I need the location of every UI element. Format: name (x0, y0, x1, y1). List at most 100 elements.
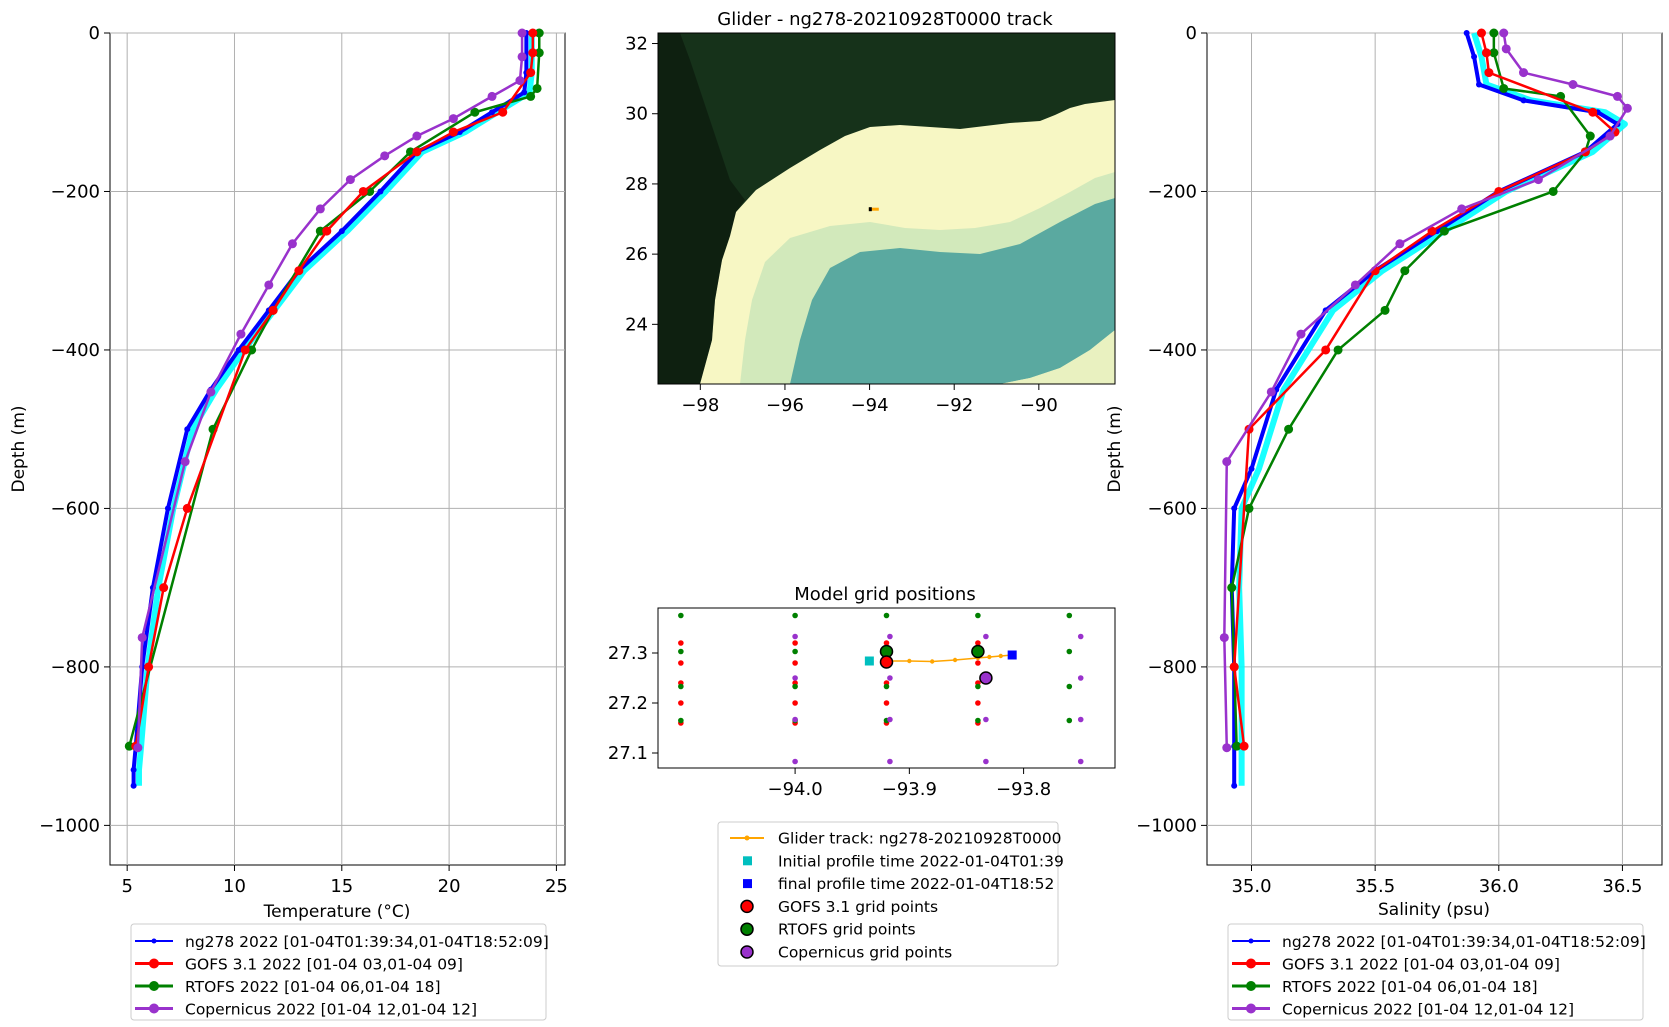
copernicus-grid-point (1077, 716, 1084, 723)
temperature-grid (110, 32, 565, 865)
copernicus-legend-marker (149, 1003, 159, 1014)
glider-point (164, 505, 171, 512)
copernicus-point (412, 131, 422, 141)
x-tick-label: 5 (121, 876, 132, 897)
copernicus-point (517, 28, 527, 38)
salinity-panel: 35.0 35.5 36.0 36.5 0 −200 −400 −600 −800 −1000 S… (1105, 23, 1663, 1021)
copernicus-point (1266, 387, 1276, 397)
y-tick-label: −600 (51, 498, 100, 519)
gofs-grid-point (678, 660, 684, 666)
copernicus-grid-point (1077, 758, 1084, 765)
rtofs-point (315, 226, 325, 236)
grid-x-tick-label: −93.9 (882, 779, 937, 800)
map-x-tick-label: −96 (766, 395, 804, 416)
grid-positions-points (678, 612, 1084, 765)
rtofs-grid-point (678, 683, 684, 690)
copernicus-point (1219, 633, 1229, 643)
gofs-point (528, 28, 538, 38)
copernicus-grid-point (983, 633, 989, 640)
copernicus-point (1622, 103, 1632, 113)
gofs-point (358, 186, 368, 196)
rtofs-point (532, 83, 542, 93)
rtofs-grid-point (975, 612, 981, 619)
copernicus-grid-point (1077, 675, 1084, 681)
copernicus-legend-marker (1246, 1003, 1256, 1014)
salinity-ticks: 35.0 35.5 36.0 36.5 0 −200 −400 −600 −800 −1000 (1136, 23, 1642, 897)
rtofs-grid-point (1066, 612, 1073, 619)
copernicus-point (133, 743, 143, 753)
gofs-grid-point (678, 640, 684, 646)
map-glider-start (868, 207, 872, 212)
map-y-tick-label: 28 (625, 174, 648, 195)
map-y-tick-label: 26 (625, 244, 648, 265)
rtofs-grid-point (678, 648, 684, 655)
copernicus-point (380, 151, 390, 161)
glider-point (184, 426, 191, 433)
rtofs-point (1244, 503, 1254, 513)
gofs-point (1481, 48, 1491, 58)
grid-positions-ticks: −94.0 −93.9 −93.8 27.1 27.2 27.3 (608, 643, 1051, 800)
y-tick-label: −800 (1148, 657, 1197, 678)
temperature-legend-items: ng278 2022 [01-04T01:39:34,01-04T18:52:0… (135, 933, 549, 1019)
gofs-point (294, 266, 304, 276)
copernicus-grid-point (887, 675, 893, 681)
gofs-point (1229, 662, 1239, 672)
glider-line (131, 33, 529, 786)
x-tick-label: 35.0 (1231, 876, 1271, 897)
initial-profile-marker (864, 656, 874, 666)
grid-positions-title: Model grid positions (794, 584, 975, 605)
rtofs-point (470, 107, 480, 117)
gofs-nearest-point (879, 655, 894, 669)
gofs-point (1427, 226, 1437, 236)
copernicus-point (1519, 68, 1529, 78)
map-deep-water (790, 198, 1115, 384)
glider-track-point (907, 658, 912, 664)
glider-point (338, 228, 345, 235)
glider-point (1231, 782, 1238, 789)
copernicus-grid-point (792, 716, 798, 723)
grid-y-tick-label: 27.2 (608, 693, 648, 714)
gofs-grid-point (678, 700, 684, 706)
copernicus-nearest-point (979, 671, 993, 685)
map-image (658, 33, 1115, 384)
copernicus-point (1533, 175, 1543, 185)
gofs-grid-point (792, 700, 798, 706)
temperature-x-label: Temperature (°C) (263, 902, 411, 922)
x-tick-label: 35.5 (1355, 876, 1395, 897)
glider-legend-marker (1248, 938, 1254, 944)
grid-positions-axes-frame (657, 607, 1116, 769)
copernicus-grid-point (1077, 633, 1084, 640)
copernicus-point (1222, 457, 1232, 467)
gofs-point (159, 583, 169, 593)
map-ticks: −98 −96 −94 −92 −90 24 26 28 30 32 (625, 34, 1058, 416)
map-y-tick-label: 24 (625, 314, 648, 335)
copernicus-point (264, 280, 274, 290)
rtofs-grid-point (975, 683, 981, 690)
initial-legend-marker (743, 856, 752, 866)
copernicus-point (448, 114, 458, 124)
map-mexico-land (658, 33, 745, 384)
gofs-grid-point (975, 640, 981, 646)
gofs-point (528, 48, 538, 58)
map-x-tick-label: −92 (935, 395, 973, 416)
y-tick-label: −1000 (39, 815, 100, 836)
rtofs-grid-point (883, 683, 890, 690)
rtofs-point (534, 48, 544, 58)
temperature-legend-box (130, 923, 547, 1021)
rtofs-grid-point (792, 648, 798, 655)
y-tick-label: −400 (51, 340, 100, 361)
glider-point (377, 188, 384, 195)
rtofs-point (534, 28, 544, 38)
grid-y-tick-label: 27.1 (608, 743, 648, 764)
rtofs-nearest-point (971, 644, 985, 659)
map-x-tick-label: −90 (1020, 395, 1058, 416)
grid-y-tick-label: 27.3 (608, 643, 648, 664)
rtofs-grid-point (883, 612, 890, 619)
copernicus-point (1568, 80, 1578, 90)
gofs-point (182, 503, 192, 513)
copernicus-point (287, 239, 297, 249)
rtofs-point (1585, 131, 1595, 141)
rtofs-point (1499, 83, 1509, 93)
y-tick-label: −600 (1148, 498, 1197, 519)
final-legend-label: final profile time 2022-01-04T18:52 (778, 875, 1054, 893)
